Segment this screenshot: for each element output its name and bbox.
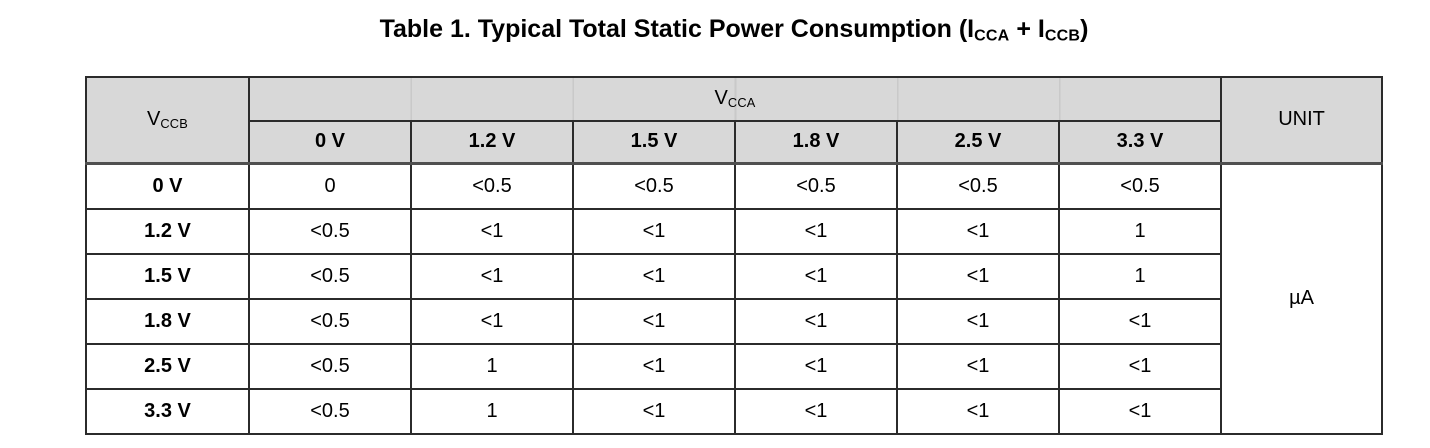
table-row: 1.2 V <0.5 <1 <1 <1 <1 1 — [85, 207, 1382, 255]
header-row-axis: VCCB VCCA UNIT — [85, 75, 1384, 166]
col-header-2p5v: 2.5 V — [896, 119, 1060, 166]
data-cell: <0.5 — [248, 342, 412, 390]
col-header-3p3v: 3.3 V — [1057, 119, 1223, 166]
table-row: 1.5 V <0.5 <1 <1 <1 <1 1 — [85, 252, 1382, 300]
data-cell: <1 — [896, 297, 1060, 345]
power-consumption-table: VCCB VCCA UNIT 0 V 1.2 V 1.5 V 1.8 V 2.5… — [85, 75, 1384, 435]
data-cell: <1 — [1057, 387, 1223, 435]
data-cell: <1 — [410, 252, 574, 300]
data-cell: 1 — [1057, 207, 1223, 255]
table-row: 2.5 V <0.5 1 <1 <1 <1 <1 — [85, 342, 1382, 390]
col-axis-subscript: CCA — [727, 94, 756, 110]
col-header-1p2v: 1.2 V — [410, 119, 574, 166]
data-cell: <0.5 — [248, 297, 412, 345]
data-cell: <1 — [572, 387, 736, 435]
data-cell: <1 — [1057, 297, 1223, 345]
table-row: 0 V 0 <0.5 <0.5 <0.5 <0.5 <0.5 µA — [85, 162, 1384, 435]
data-cell: <1 — [896, 252, 1060, 300]
title-text: + I — [1009, 15, 1045, 43]
header-row-voltages: 0 V 1.2 V 1.5 V 1.8 V 2.5 V 3.3 V — [86, 119, 1382, 166]
row-axis-header-vccb: VCCB — [85, 75, 250, 166]
col-header-1p5v: 1.5 V — [572, 119, 736, 166]
data-cell: <1 — [410, 297, 574, 345]
data-cell: <1 — [734, 297, 898, 345]
page-title: Table 1. Typical Total Static Power Cons… — [85, 14, 1383, 52]
row-header: 0 V — [85, 162, 250, 210]
data-cell: 1 — [1057, 252, 1223, 300]
data-cell: <1 — [1057, 342, 1223, 390]
data-cell: 1 — [410, 387, 574, 435]
data-cell: <1 — [410, 207, 574, 255]
data-cell: <1 — [734, 387, 898, 435]
data-cell: <1 — [734, 342, 898, 390]
data-cell: <0.5 — [248, 252, 412, 300]
data-cell: 0 — [248, 162, 412, 210]
title-subscript-iccb: CCB — [1044, 27, 1081, 45]
data-cell: <1 — [572, 297, 736, 345]
title-text: ) — [1080, 15, 1089, 43]
title-subscript-icca: CCA — [974, 27, 1010, 45]
col-axis-header-vcca: VCCA — [247, 75, 1223, 122]
table-row: 1.8 V <0.5 <1 <1 <1 <1 <1 — [85, 297, 1382, 345]
col-axis-base: V — [714, 87, 728, 110]
title-text: Table 1. Typical Total Static Power Cons… — [379, 15, 975, 43]
row-header: 1.2 V — [85, 207, 250, 255]
row-header: 3.3 V — [85, 387, 250, 435]
col-header-1p8v: 1.8 V — [734, 119, 898, 166]
data-cell: <0.5 — [1057, 162, 1223, 210]
unit-header: UNIT — [1220, 75, 1384, 166]
data-cell: 1 — [410, 342, 574, 390]
data-cell: <1 — [896, 207, 1060, 255]
row-axis-subscript: CCB — [160, 116, 188, 132]
unit-value-cell: µA — [1220, 162, 1384, 435]
data-cell: <0.5 — [896, 162, 1060, 210]
data-cell: <0.5 — [248, 387, 412, 435]
data-cell: <1 — [572, 252, 736, 300]
data-cell: <1 — [572, 342, 736, 390]
table-container: Table 1. Typical Total Static Power Cons… — [85, 14, 1384, 435]
row-header: 2.5 V — [85, 342, 250, 390]
row-header: 1.5 V — [85, 252, 250, 300]
data-cell: <1 — [734, 252, 898, 300]
data-cell: <0.5 — [734, 162, 898, 210]
table-row: 3.3 V <0.5 1 <1 <1 <1 <1 — [85, 387, 1382, 435]
data-cell: <0.5 — [410, 162, 574, 210]
data-cell: <1 — [734, 207, 898, 255]
data-cell: <0.5 — [248, 207, 412, 255]
col-header-0v: 0 V — [248, 119, 412, 166]
data-cell: <1 — [572, 207, 736, 255]
data-cell: <0.5 — [572, 162, 736, 210]
row-header: 1.8 V — [85, 297, 250, 345]
data-cell: <1 — [896, 342, 1060, 390]
row-axis-base: V — [147, 108, 161, 131]
data-cell: <1 — [896, 387, 1060, 435]
